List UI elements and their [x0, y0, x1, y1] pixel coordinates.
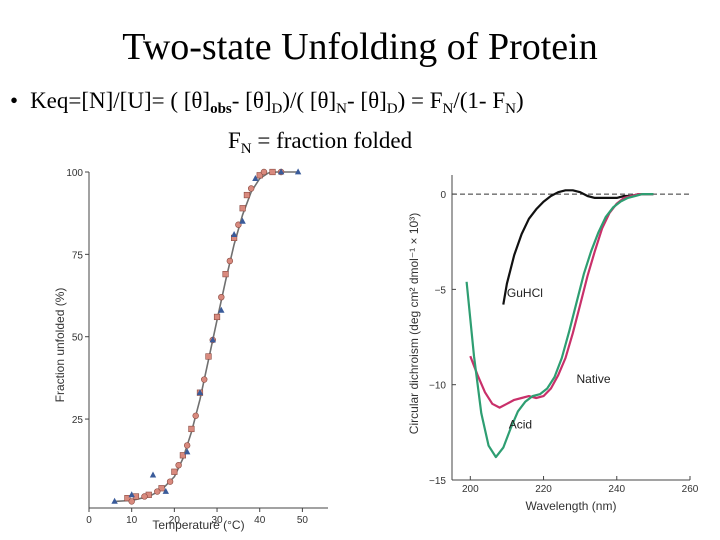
fraction-folded-line: FN = fraction folded: [228, 126, 413, 157]
left-point-circle: [226, 257, 234, 265]
left-point-square: [188, 425, 195, 433]
left-point-triangle: [277, 168, 285, 175]
left-point-square: [243, 191, 251, 199]
right-y-tick-label: −10: [429, 381, 446, 392]
left-point-triangle: [128, 491, 135, 498]
left-y-axis-label: Fraction unfolded (%): [53, 288, 67, 403]
right-y-tick-label: 0: [440, 190, 446, 201]
left-point-triangle: [252, 175, 259, 181]
label-native: Native: [576, 372, 610, 386]
left-point-triangle: [111, 497, 118, 504]
left-x-tick-label: 10: [126, 515, 138, 526]
left-x-tick-label: 30: [211, 515, 223, 526]
left-point-circle: [128, 498, 135, 505]
left-point-square: [171, 468, 178, 475]
left-x-tick-label: 0: [86, 515, 92, 526]
right-x-tick-label: 200: [462, 484, 479, 495]
left-point-square: [269, 168, 276, 176]
left-point-triangle: [196, 389, 204, 396]
eq-text-3: )/( [θ]: [282, 88, 337, 113]
left-point-circle: [183, 442, 191, 449]
slide-title: Two-state Unfolding of Protein: [122, 26, 598, 68]
right-x-tick-label: 220: [535, 484, 552, 495]
right-x-axis-label: Wavelength (nm): [526, 499, 617, 513]
right-y-axis-label: Circular dichroism (deg cm² dmol⁻¹ × 10³…: [407, 213, 421, 434]
right-x-tick-label: 240: [608, 484, 625, 495]
label-guhcl: GuHCl: [507, 286, 543, 300]
eq-text-4: - [θ]: [347, 88, 387, 113]
eq-sub-n1: N: [336, 101, 347, 117]
eq-sub-n3: N: [505, 101, 516, 117]
left-point-triangle: [162, 487, 169, 494]
right-series-native: [469, 193, 654, 409]
left-point-triangle: [209, 336, 216, 343]
left-y-tick-label: 75: [72, 250, 84, 261]
left-point-circle: [166, 478, 174, 485]
left-point-triangle: [294, 168, 302, 175]
left-point-circle: [201, 376, 208, 383]
bullet-dot: •: [10, 88, 19, 113]
right-x-tick-label: 260: [682, 484, 699, 495]
left-x-axis-label: Temperature (°C): [152, 518, 244, 532]
left-point-circle: [141, 493, 148, 500]
right-series-acid: [465, 193, 654, 459]
left-x-tick-label: 50: [297, 515, 309, 526]
right-y-tick-label: −15: [429, 476, 446, 487]
label-acid: Acid: [509, 418, 532, 432]
left-point-triangle: [230, 231, 238, 237]
left-point-triangle: [184, 448, 191, 455]
left-point-square: [213, 313, 221, 321]
left-point-circle: [192, 412, 199, 419]
left-point-circle: [247, 185, 255, 192]
left-point-triangle: [239, 217, 246, 224]
left-y-tick-label: 100: [66, 168, 83, 179]
eq-sub-d2: D: [386, 101, 398, 117]
left-x-tick-label: 20: [169, 515, 181, 526]
equation-line: • Keq=[N]/[U]= ( [θ]obs- [θ]D)/( [θ]N- [θ…: [10, 86, 715, 117]
left-y-tick-label: 25: [72, 415, 84, 426]
eq-text-5: ) = F: [397, 88, 443, 113]
eq-text-2: - [θ]: [231, 88, 272, 113]
left-point-square: [179, 452, 186, 459]
fn-sub-n: N: [240, 141, 252, 157]
eq-text-7: ): [515, 88, 524, 113]
left-point-square: [239, 205, 246, 212]
eq-sub-d1: D: [271, 101, 283, 117]
left-x-tick-label: 40: [254, 515, 266, 526]
eq-sub-n2: N: [442, 101, 454, 117]
left-point-square: [205, 353, 212, 360]
left-point-square: [158, 485, 165, 492]
fn-text-1: F: [228, 128, 241, 153]
left-point-triangle: [218, 306, 225, 313]
left-fit-curve: [114, 171, 299, 503]
left-point-square: [222, 271, 229, 278]
eq-text-6: /(1- F: [453, 88, 506, 113]
left-point-square: [124, 495, 131, 502]
eq-sub-obs: obs: [210, 101, 232, 117]
left-point-circle: [218, 293, 225, 301]
left-y-tick-label: 50: [72, 333, 84, 344]
left-point-circle: [260, 168, 268, 176]
left-point-circle: [154, 488, 161, 495]
right-y-tick-label: −5: [435, 285, 447, 296]
eq-text-1: Keq=[N]/[U]= ( [θ]: [30, 88, 211, 113]
left-point-triangle: [149, 471, 157, 478]
left-point-square: [256, 172, 263, 179]
fn-text-2: = fraction folded: [251, 128, 413, 153]
left-point-circle: [175, 461, 182, 469]
